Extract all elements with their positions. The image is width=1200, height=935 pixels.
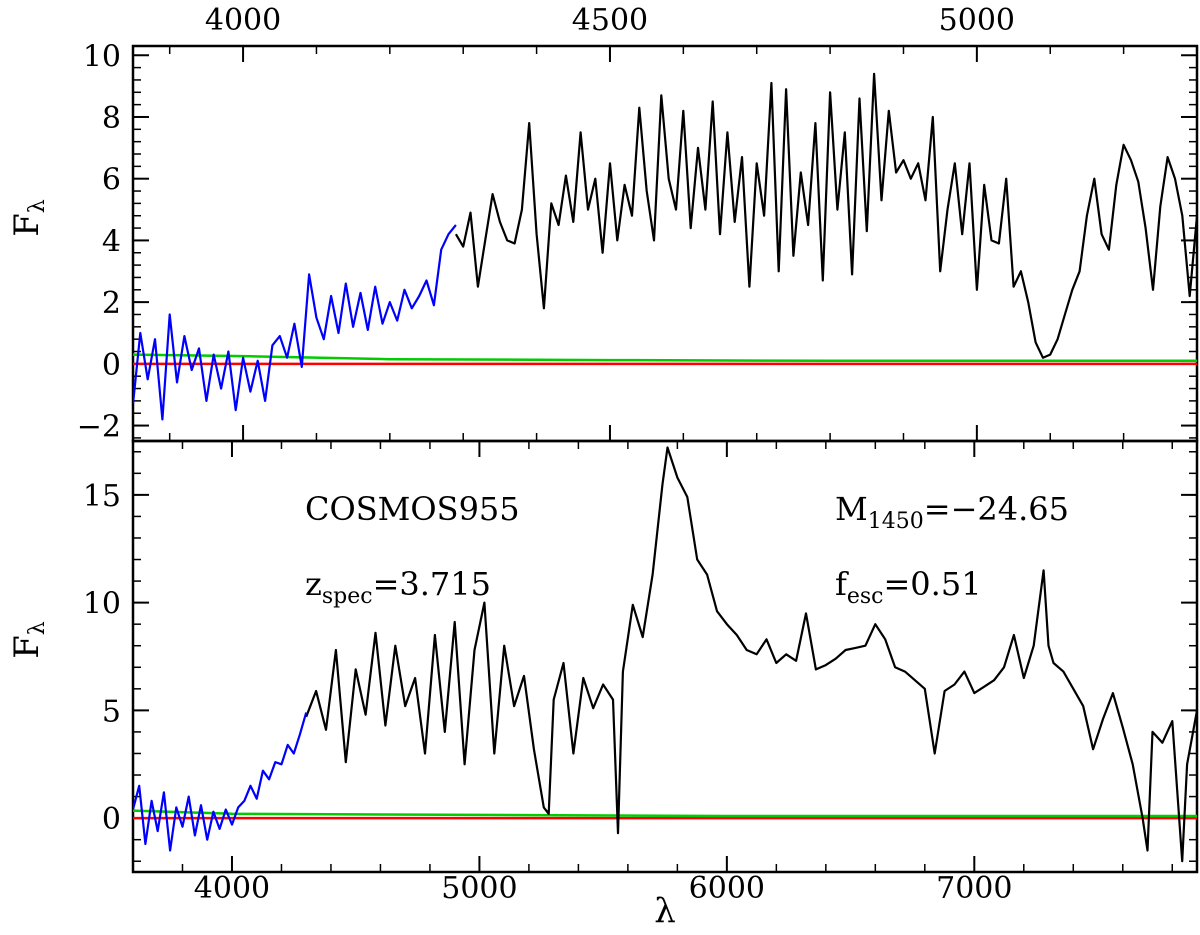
x-top-tick-label: 4000 (205, 3, 281, 38)
x-tick-label: 6000 (689, 871, 765, 906)
x-tick-label: 5000 (441, 871, 517, 906)
green-spectrum-line (133, 809, 1197, 818)
blue-spectrum-line (133, 712, 308, 852)
y-tick-label: 5 (102, 694, 121, 729)
y-tick-label: 8 (102, 101, 121, 136)
green-spectrum-line (133, 353, 1197, 363)
y-tick-label: 10 (83, 587, 121, 622)
x-tick-label: 4000 (194, 871, 270, 906)
object-name: COSMOS955 (305, 490, 520, 528)
x-axis-title: λ (654, 891, 676, 931)
y-tick-label: −2 (77, 410, 121, 445)
bottom-panel-frame (131, 439, 1199, 874)
magnitude-annotation: M1450=−24.65 (835, 490, 1069, 534)
y-tick-label: 6 (102, 163, 121, 198)
bottom-ylabel: Fλ (7, 621, 50, 659)
top-panel-ticks: −2 0 2 4 6 8 10 4000 4500 5000 (77, 3, 1198, 445)
y-tick-label: 0 (102, 802, 121, 837)
x-tick-label: 7000 (936, 871, 1012, 906)
y-tick-label: 4 (102, 224, 121, 259)
x-top-tick-label: 5000 (939, 3, 1015, 38)
escape-fraction-annotation: fesc=0.51 (835, 565, 982, 609)
y-tick-label: 10 (83, 39, 121, 74)
top-ylabel: Fλ (7, 199, 50, 237)
blue-spectrum-line (133, 224, 457, 421)
y-tick-label: 15 (83, 479, 121, 514)
bottom-panel-ticks: 0 5 10 15 4000 5000 6000 7000 (83, 441, 1197, 906)
top-panel-series (133, 72, 1197, 421)
redshift-annotation: zspec=3.715 (305, 565, 491, 609)
x-top-tick-label: 4500 (572, 3, 648, 38)
y-tick-label: 0 (102, 348, 121, 383)
bottom-panel-series (133, 446, 1197, 863)
top-panel-frame (131, 44, 1199, 443)
black-spectrum-line (305, 446, 1197, 863)
y-tick-label: 2 (102, 286, 121, 321)
black-spectrum-line (454, 72, 1197, 359)
